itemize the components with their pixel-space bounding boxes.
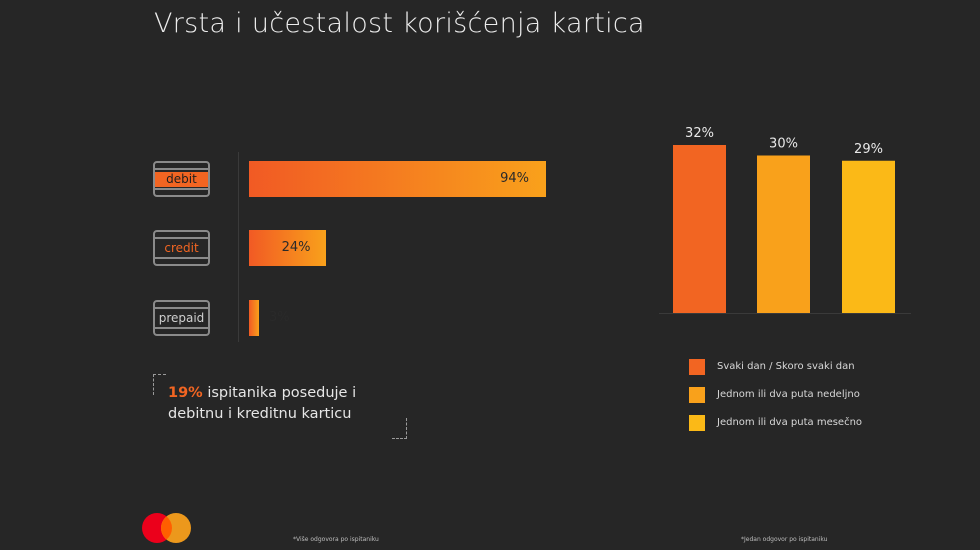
note-text-line2: debitnu i kreditnu karticu — [168, 406, 352, 422]
bar-debit — [249, 161, 547, 197]
legend-swatch-daily — [689, 359, 705, 375]
legend-swatch-weekly — [689, 387, 705, 403]
left-chart-axis — [238, 152, 239, 342]
note-corner-bottom-right — [392, 418, 407, 439]
frequency-bar-weekly — [757, 155, 810, 313]
frequency-chart-baseline — [659, 313, 911, 314]
bar-label-prepaid: 3% — [269, 310, 290, 325]
legend-label-daily: Svaki dan / Skoro svaki dan — [717, 361, 855, 372]
debit-card-icon: debit — [153, 161, 210, 197]
frequency-bar-label-monthly: 29% — [854, 142, 883, 157]
card-label-debit: debit — [155, 172, 208, 187]
note-corner-top-left — [153, 374, 166, 395]
bar-credit — [249, 230, 326, 266]
credit-card-icon: credit — [153, 230, 210, 266]
card-label-prepaid: prepaid — [158, 311, 205, 325]
footnote-left: *Više odgovora po ispitaniku — [293, 536, 379, 543]
legend-swatch-monthly — [689, 415, 705, 431]
card-label-credit: credit — [164, 241, 199, 255]
frequency-bar-daily — [673, 145, 726, 313]
legend-label-weekly: Jednom ili dva puta nedeljno — [717, 389, 860, 400]
legend-label-monthly: Jednom ili dva puta mesečno — [717, 417, 863, 428]
page-title: Vrsta i učestalost korišćenja kartica — [154, 8, 645, 39]
mastercard-logo — [142, 513, 191, 543]
bar-prepaid — [249, 300, 260, 336]
frequency-bar-label-weekly: 30% — [769, 137, 798, 152]
note-text-line1: ispitanika poseduje i — [202, 385, 357, 401]
bar-label-debit: 94% — [500, 171, 529, 186]
note-highlight-value: 19% — [168, 385, 203, 401]
prepaid-card-icon: prepaid — [153, 300, 210, 336]
bar-label-credit: 24% — [281, 240, 311, 255]
frequency-bar-label-daily: 32% — [685, 126, 714, 141]
dual-card-note: 19% ispitanika poseduje i debitnu i kred… — [168, 383, 408, 425]
footnote-right: *Jedan odgovor po ispitaniku — [741, 536, 828, 543]
frequency-bar-monthly — [842, 160, 895, 313]
